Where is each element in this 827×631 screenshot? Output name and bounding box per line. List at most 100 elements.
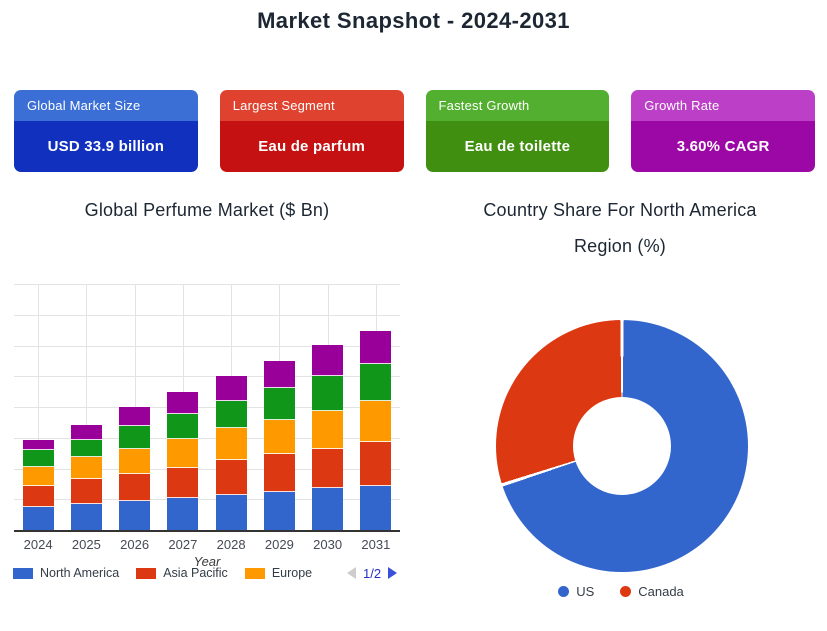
stacked-bar-2024 (22, 440, 54, 531)
bar-segment[interactable] (167, 439, 199, 468)
x-axis-label: 2025 (71, 537, 101, 552)
bar-segment[interactable] (70, 503, 102, 531)
legend-prev-page-icon[interactable] (347, 567, 356, 579)
x-axis-label: 2030 (313, 537, 343, 552)
bar-segment[interactable] (119, 473, 151, 502)
x-axis-label: 2027 (168, 537, 198, 552)
kpi-card-value: 3.60% CAGR (631, 121, 815, 172)
kpi-card-label: Growth Rate (631, 90, 815, 121)
gridline (14, 345, 400, 347)
bar-segment[interactable] (263, 491, 295, 531)
bar-segment[interactable] (70, 424, 102, 441)
legend-dot (558, 585, 570, 597)
stacked-bar-2026 (119, 407, 151, 531)
gridline (14, 499, 400, 501)
kpi-card-fastest-growth: Fastest Growth Eau de toilette (425, 90, 610, 172)
legend-label: Canada (638, 583, 684, 599)
bar-segment[interactable] (119, 407, 151, 427)
bar-segment[interactable] (22, 450, 54, 468)
legend-item: Europe (244, 566, 313, 580)
legend-label: North America (40, 566, 120, 580)
bar-segment[interactable] (167, 392, 199, 414)
bar-segment[interactable] (312, 448, 344, 488)
bar-segment[interactable] (215, 460, 247, 496)
bar-segment[interactable] (70, 478, 102, 504)
kpi-card-label: Global Market Size (14, 90, 198, 121)
bar-segment[interactable] (119, 448, 151, 474)
bar-segment[interactable] (22, 467, 54, 486)
legend-swatch (244, 567, 265, 579)
bar-segment[interactable] (312, 376, 344, 412)
legend-label: Europe (271, 566, 313, 580)
bar-segment[interactable] (215, 495, 247, 531)
bar-segment[interactable] (119, 426, 151, 449)
gridline (14, 314, 400, 316)
stacked-bar-2027 (167, 392, 199, 531)
x-axis-label: 2028 (216, 537, 246, 552)
bar-chart-x-axis-title: Year (193, 554, 221, 569)
bar-segment[interactable] (22, 485, 54, 508)
bar-segment[interactable] (360, 441, 392, 486)
bar-segment[interactable] (360, 330, 392, 365)
legend-next-page-icon[interactable] (388, 567, 398, 579)
donut-legend-item: US (558, 584, 594, 599)
bar-segment[interactable] (167, 467, 199, 498)
bar-segment[interactable] (263, 454, 295, 492)
bar-segment[interactable] (360, 401, 392, 442)
legend-item: Asia Pacific (136, 566, 228, 580)
gridline (14, 407, 400, 408)
bar-chart-title: Global Perfume Market ($ Bn) (84, 200, 330, 220)
bar-segment[interactable] (360, 364, 392, 402)
page-title: Market Snapshot - 2024-2031 (257, 8, 570, 33)
x-axis-label: 2024 (23, 537, 53, 552)
legend-swatch (136, 567, 157, 579)
bar-chart-plot-area (14, 284, 400, 532)
bar-segment[interactable] (167, 497, 199, 531)
legend-pagination: 1/2 (347, 565, 398, 581)
legend-label: Asia Pacific (163, 566, 228, 580)
donut-chart-legend: US Canada (455, 583, 787, 599)
bar-segment[interactable] (263, 388, 295, 421)
legend-item: North America (13, 566, 119, 580)
legend-swatch (13, 567, 33, 579)
x-axis-label: 2026 (120, 537, 150, 552)
bar-segment[interactable] (263, 360, 295, 389)
x-axis-label: 2031 (361, 537, 391, 552)
bar-segment[interactable] (70, 440, 102, 458)
bar-segment[interactable] (312, 487, 344, 531)
bar-segment[interactable] (215, 428, 247, 461)
kpi-card-value: USD 33.9 billion (14, 121, 198, 172)
donut-chart[interactable] (496, 320, 748, 572)
kpi-card-value: Eau de parfum (219, 121, 404, 172)
bar-segment[interactable] (119, 501, 151, 531)
bar-segment[interactable] (70, 457, 102, 479)
bar-segment[interactable] (263, 420, 295, 455)
stacked-bar-2031 (360, 330, 392, 531)
bar-chart-x-axis-labels: 2024 2025 2026 2027 2028 2029 2030 2031 (14, 537, 400, 552)
gridline (14, 468, 400, 470)
bar-chart-legend: North America Asia Pacific Europe (13, 566, 312, 580)
bar-segment[interactable] (167, 413, 199, 440)
bar-segment[interactable] (22, 440, 54, 451)
bar-segment[interactable] (312, 411, 344, 449)
kpi-card-label: Largest Segment (219, 90, 404, 121)
stacked-bar-2030 (312, 345, 344, 531)
legend-page-indicator: 1/2 (363, 565, 382, 581)
stacked-bar-2025 (70, 424, 102, 531)
bar-segment[interactable] (312, 345, 344, 377)
kpi-cards: Global Market Size USD 33.9 billion Larg… (14, 90, 815, 172)
donut-legend-item: Canada (620, 584, 684, 599)
gridline (14, 284, 400, 285)
bar-segment[interactable] (215, 376, 247, 402)
bar-segment[interactable] (360, 485, 392, 531)
bar-segment[interactable] (22, 507, 54, 531)
kpi-card-value: Eau de toilette (425, 121, 610, 172)
kpi-card-growth-rate: Growth Rate 3.60% CAGR (631, 90, 815, 172)
stacked-bar-2029 (263, 360, 295, 531)
gridline (86, 285, 88, 531)
gridline (38, 285, 40, 531)
gridline (14, 376, 400, 378)
kpi-card-global-market-size: Global Market Size USD 33.9 billion (14, 90, 198, 172)
bar-segment[interactable] (215, 401, 247, 429)
